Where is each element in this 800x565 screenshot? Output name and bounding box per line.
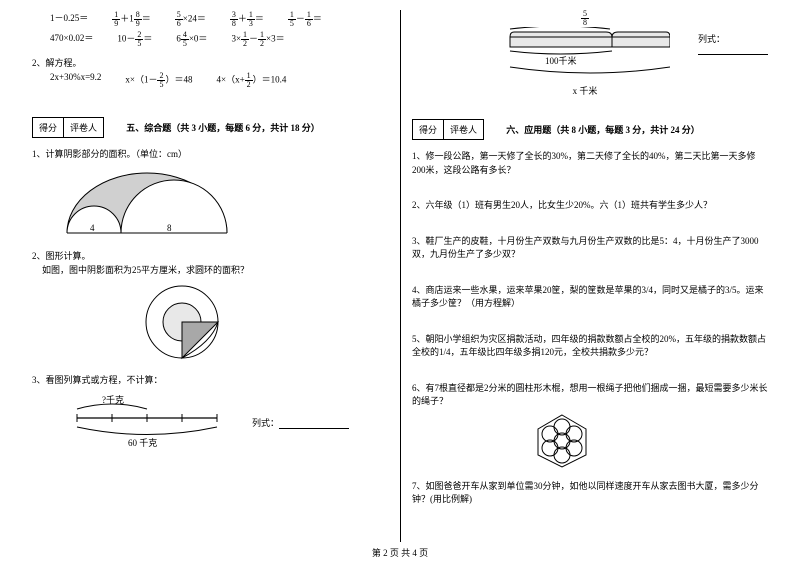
page-footer: 第 2 页 共 4 页 [0,546,800,565]
eq-2c: 645×0＝ [176,31,207,48]
annulus-figure-icon [142,282,232,362]
pieshi-blank [279,428,349,429]
column-divider [400,10,401,542]
score-box-right: 得分 评卷人 [412,119,484,140]
top-frac: 58 [492,10,678,27]
left-column: 1－0.25＝ 19＋189＝ 56×24＝ 38＋13＝ 15－16＝ 470… [20,8,400,544]
pieshi-label: 列式： [252,418,279,428]
eq-3b: x×（1－25）＝48 [125,72,192,89]
svg-text:4: 4 [90,223,95,233]
section5-header: 得分 评卷人 五、综合题（共 3 小题，每题 6 分，共计 18 分） [32,107,388,138]
score-label-b: 评卷人 [64,118,103,137]
r-q6-figure [532,413,768,470]
right-top-figure: 58 100千米 x 千米 [492,10,678,97]
left-q2-title: 2、解方程。 [32,56,388,69]
eq-1e: 15－16＝ [288,11,322,28]
q5-3-figure: ?千克 60 千克 [62,394,232,451]
eq-1a: 1－0.25＝ [50,11,88,28]
q5-1-figure: 4 8 [62,168,388,240]
score-label-b-r: 评卷人 [444,120,483,139]
eq-2d: 3×12－12×3＝ [231,31,284,48]
bracket-diagram-icon: 100千米 [500,27,670,67]
semicircle-figure-icon: 4 8 [62,168,232,238]
segment-diagram-icon: ?千克 60 千克 [62,394,232,449]
r-q7: 7、如图爸爸开车从家到单位需30分钟，如他以同样速度开车从家去图书大厦，需多少分… [412,480,768,507]
x-km-label: x 千米 [492,84,678,97]
r-q6: 6、有7根直径都是2分米的圆柱形木棍，想用一根绳子把他们捆成一捆，最短需要多少米… [412,382,768,409]
score-box: 得分 评卷人 [32,117,104,138]
r-q5: 5、朝阳小学组织为灾区捐款活动，四年级的捐款数额占全校的20%，五年级的捐款数额… [412,333,768,360]
svg-text:60 千克: 60 千克 [128,438,157,448]
q5-2b: 如图，图中阴影面积为25平方厘米，求圆环的面积？ [32,263,388,276]
r-q2: 2、六年级（1）班有男生20人，比女生少20%。六（1）班共有学生多少人？ [412,199,768,213]
score-label-a: 得分 [33,118,64,137]
eq-2a: 470×0.02＝ [50,31,93,48]
eq-1b: 19＋189＝ [112,11,151,28]
q5-3: 3、看图列算式或方程，不计算： [32,374,388,388]
eq-2b: 10－25＝ [117,31,152,48]
eq-3c: 4×（x+12）＝10.4 [217,72,287,89]
pieshi-blank-right [698,54,768,55]
right-top-row: 58 100千米 x 千米 列式： [412,8,768,101]
svg-text:?千克: ?千克 [102,395,124,405]
eq-3a: 2x+30%x=9.2 [50,72,101,89]
bracket-bottom-icon [500,65,670,81]
section6-title: 六、应用题（共 8 小题，每题 3 分，共计 24 分） [506,123,700,136]
math-equations-block: 1－0.25＝ 19＋189＝ 56×24＝ 38＋13＝ 15－16＝ 470… [32,11,388,48]
section5-title: 五、综合题（共 3 小题，每题 6 分，共计 18 分） [126,121,320,134]
equation-row-1: 1－0.25＝ 19＋189＝ 56×24＝ 38＋13＝ 15－16＝ [50,11,388,28]
r-q1: 1、修一段公路，第一天修了全长的30%，第二天修了全长的40%，第二天比第一天多… [412,150,768,177]
pieshi-label-right: 列式： [698,34,725,44]
q5-2a: 2、图形计算。 [32,250,388,264]
svg-text:8: 8 [167,223,172,233]
section6-header: 得分 评卷人 六、应用题（共 8 小题，每题 3 分，共计 24 分） [412,109,768,140]
right-column: 58 100千米 x 千米 列式： [400,8,780,544]
q5-1: 1、计算阴影部分的面积。（单位：cm） [32,148,388,162]
equation-row-2: 470×0.02＝ 10－25＝ 645×0＝ 3×12－12×3＝ [50,31,388,48]
pieshi-line-right: 列式： [698,32,768,55]
r-q4: 4、商店运来一些水果，运来苹果20筐，梨的筐数是苹果的3/4，同时又是橘子的3/… [412,284,768,311]
q5-2-figure [142,282,388,364]
equation-row-3: 2x+30%x=9.2 x×（1－25）＝48 4×（x+12）＝10.4 [32,72,388,89]
eq-1d: 38＋13＝ [230,11,264,28]
eq-1c: 56×24＝ [175,11,206,28]
page-body: 1－0.25＝ 19＋189＝ 56×24＝ 38＋13＝ 15－16＝ 470… [0,0,800,546]
pieshi-line-left: 列式： [252,416,349,429]
hexagon-circles-icon [532,413,592,468]
score-label-a-r: 得分 [413,120,444,139]
q5-3-row: ?千克 60 千克 列式： [32,388,388,457]
r-q3: 3、鞋厂生产的皮鞋，十月份生产双数与九月份生产双数的比是5：4，十月份生产了30… [412,235,768,262]
